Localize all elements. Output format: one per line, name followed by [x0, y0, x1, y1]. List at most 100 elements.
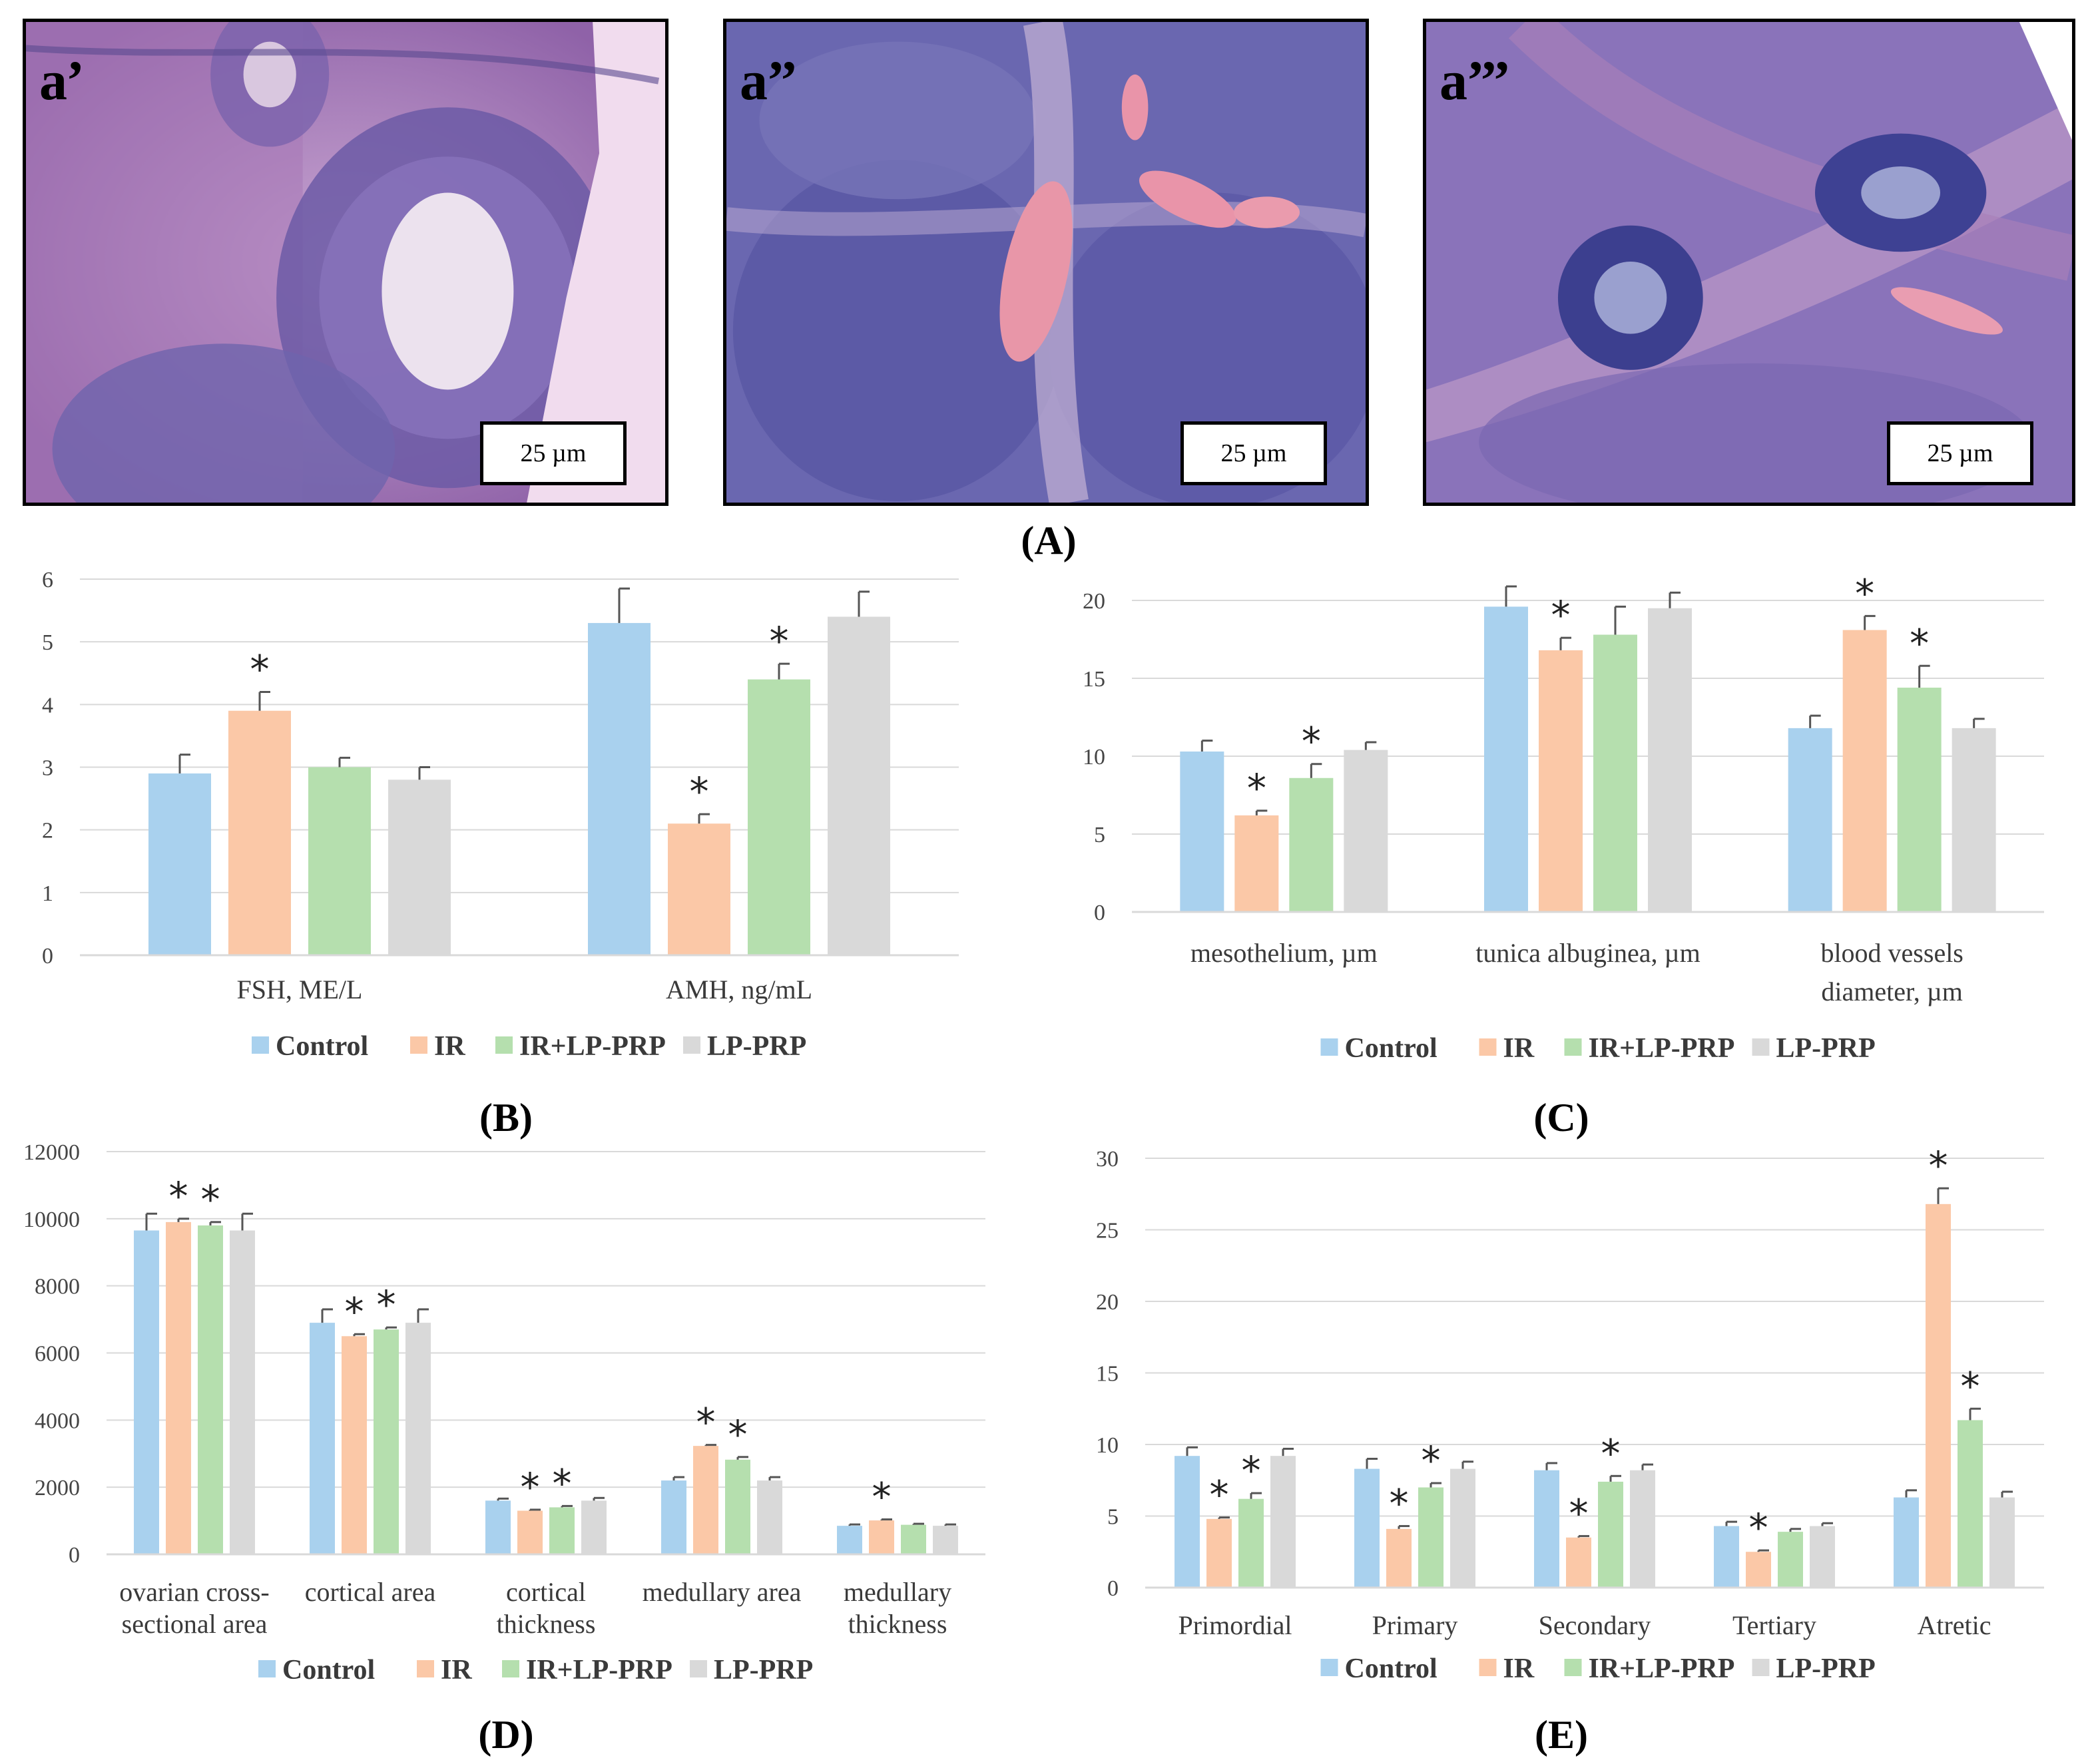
bar-control: [485, 1500, 511, 1554]
legend-swatch: [1320, 1659, 1338, 1676]
chart-c: 0 5 10 15 20 * * mesothelium, µm * tunica albugin…: [1083, 570, 2044, 1064]
legend-swatch: [495, 1036, 513, 1054]
bar-ir-lp-prp: [1598, 1481, 1623, 1588]
category-label: ovarian cross-: [119, 1577, 269, 1607]
bar-ir-lp-prp: [1897, 688, 1942, 912]
bar-ir-lp-prp: [901, 1524, 926, 1554]
significance-marker: *: [345, 1289, 364, 1334]
bar-lp-prp: [1989, 1497, 2015, 1588]
bar-lp-prp: [581, 1500, 607, 1554]
significance-marker: *: [1422, 1438, 1441, 1483]
scale-bar: 25 µm: [1887, 421, 2033, 485]
bar-lp-prp: [230, 1230, 255, 1554]
legend-label: IR+LP-PRP: [519, 1031, 666, 1062]
significance-marker: *: [521, 1464, 540, 1510]
category-label: cortical area: [305, 1577, 436, 1607]
y-tick-label: 8000: [35, 1275, 80, 1299]
bar-control: [1534, 1470, 1559, 1588]
significance-marker: *: [1302, 719, 1321, 764]
bar-control: [1175, 1456, 1200, 1588]
chart-b: 0 1 2 3 4 5 6 * FSH, ME/L * * AMH, ng/mL Control IR IR…: [42, 568, 959, 1062]
significance-marker: *: [1242, 1448, 1261, 1493]
bar-ir: [668, 823, 730, 955]
bar-lp-prp: [828, 616, 890, 955]
bar-control: [1484, 606, 1528, 912]
bar-ir-lp-prp: [725, 1459, 750, 1554]
y-tick-label: 4: [42, 693, 53, 718]
bar-ir-lp-prp: [1289, 777, 1334, 912]
category-label: Primordial: [1178, 1610, 1292, 1640]
legend-label: Control: [282, 1655, 375, 1685]
legend-label: IR: [434, 1031, 465, 1062]
category-label: sectional area: [122, 1609, 268, 1639]
significance-marker: *: [250, 647, 270, 692]
legend-swatch: [258, 1660, 276, 1677]
y-tick-label: 12000: [23, 1140, 80, 1165]
y-tick-label: 20: [1083, 589, 1105, 614]
significance-marker: *: [1551, 592, 1571, 638]
bar-lp-prp: [1450, 1468, 1475, 1588]
bar-ir: [1234, 815, 1279, 912]
category-label: Tertiary: [1732, 1610, 1816, 1640]
y-tick-label: 0: [1094, 901, 1105, 925]
bar-control: [1180, 751, 1224, 912]
scale-bar: 25 µm: [1180, 421, 1327, 485]
bar-control: [588, 622, 651, 955]
bar-control: [661, 1480, 686, 1554]
y-tick-label: 15: [1096, 1362, 1119, 1387]
significance-marker: *: [1961, 1363, 1980, 1409]
legend-swatch: [252, 1036, 269, 1054]
category-label: diameter, µm: [1821, 977, 1962, 1006]
category-label: thickness: [497, 1609, 596, 1639]
bar-ir: [1386, 1528, 1412, 1588]
y-tick-label: 5: [1094, 823, 1105, 847]
legend-swatch: [690, 1660, 707, 1677]
category-label: blood vessels: [1820, 938, 1963, 968]
legend-label: LP-PRP: [1776, 1033, 1876, 1064]
bar-ir: [869, 1520, 894, 1554]
bar-ir: [342, 1336, 367, 1554]
bar-ir: [166, 1221, 191, 1554]
bar-lp-prp: [1630, 1470, 1655, 1588]
category-label: medullary area: [643, 1577, 802, 1607]
chart-e: 0 5 10 15 20 25 30 * * Primordial * * Primary * * Secon…: [1096, 1143, 2044, 1684]
panel-label-a: (A): [1021, 519, 1077, 562]
bar-ir-lp-prp: [748, 679, 810, 955]
bar-lp-prp: [1952, 728, 1996, 912]
bar-ir-lp-prp: [1238, 1498, 1264, 1588]
significance-marker: *: [690, 769, 709, 814]
panel-label-b: (B): [479, 1096, 533, 1140]
y-tick-label: 0: [69, 1543, 80, 1568]
significance-marker: *: [770, 618, 789, 664]
legend-label: IR: [1503, 1654, 1535, 1684]
bar-lp-prp: [757, 1480, 782, 1554]
panel-label-e: (E): [1535, 1713, 1588, 1757]
significance-marker: *: [201, 1177, 220, 1222]
bar-control: [1354, 1468, 1380, 1588]
bar-control: [148, 773, 211, 955]
y-tick-label: 2000: [35, 1476, 80, 1500]
y-tick-label: 10000: [23, 1208, 80, 1232]
legend-label: IR+LP-PRP: [1589, 1033, 1735, 1064]
bar-ir-lp-prp: [1593, 634, 1637, 912]
bar-ir-lp-prp: [1778, 1532, 1803, 1588]
significance-marker: *: [1247, 766, 1266, 811]
bar-ir-lp-prp: [1958, 1420, 1983, 1588]
category-label: AMH, ng/mL: [666, 975, 812, 1004]
legend-label: Control: [276, 1031, 368, 1062]
bar-ir: [517, 1510, 543, 1554]
legend-swatch: [1564, 1659, 1582, 1676]
bar-control: [1788, 728, 1832, 912]
bar-ir: [228, 710, 291, 955]
category-label: medullary: [844, 1577, 951, 1607]
legend-swatch: [1320, 1038, 1338, 1056]
category-label: FSH, ME/L: [237, 975, 363, 1004]
scale-bar: 25 µm: [480, 421, 627, 485]
y-tick-label: 20: [1096, 1290, 1119, 1315]
y-tick-label: 5: [1107, 1505, 1119, 1530]
legend-swatch: [1752, 1038, 1770, 1056]
y-tick-label: 5: [42, 630, 53, 655]
bar-control: [837, 1526, 862, 1554]
legend-swatch: [1564, 1038, 1582, 1056]
significance-marker: *: [1749, 1505, 1768, 1550]
